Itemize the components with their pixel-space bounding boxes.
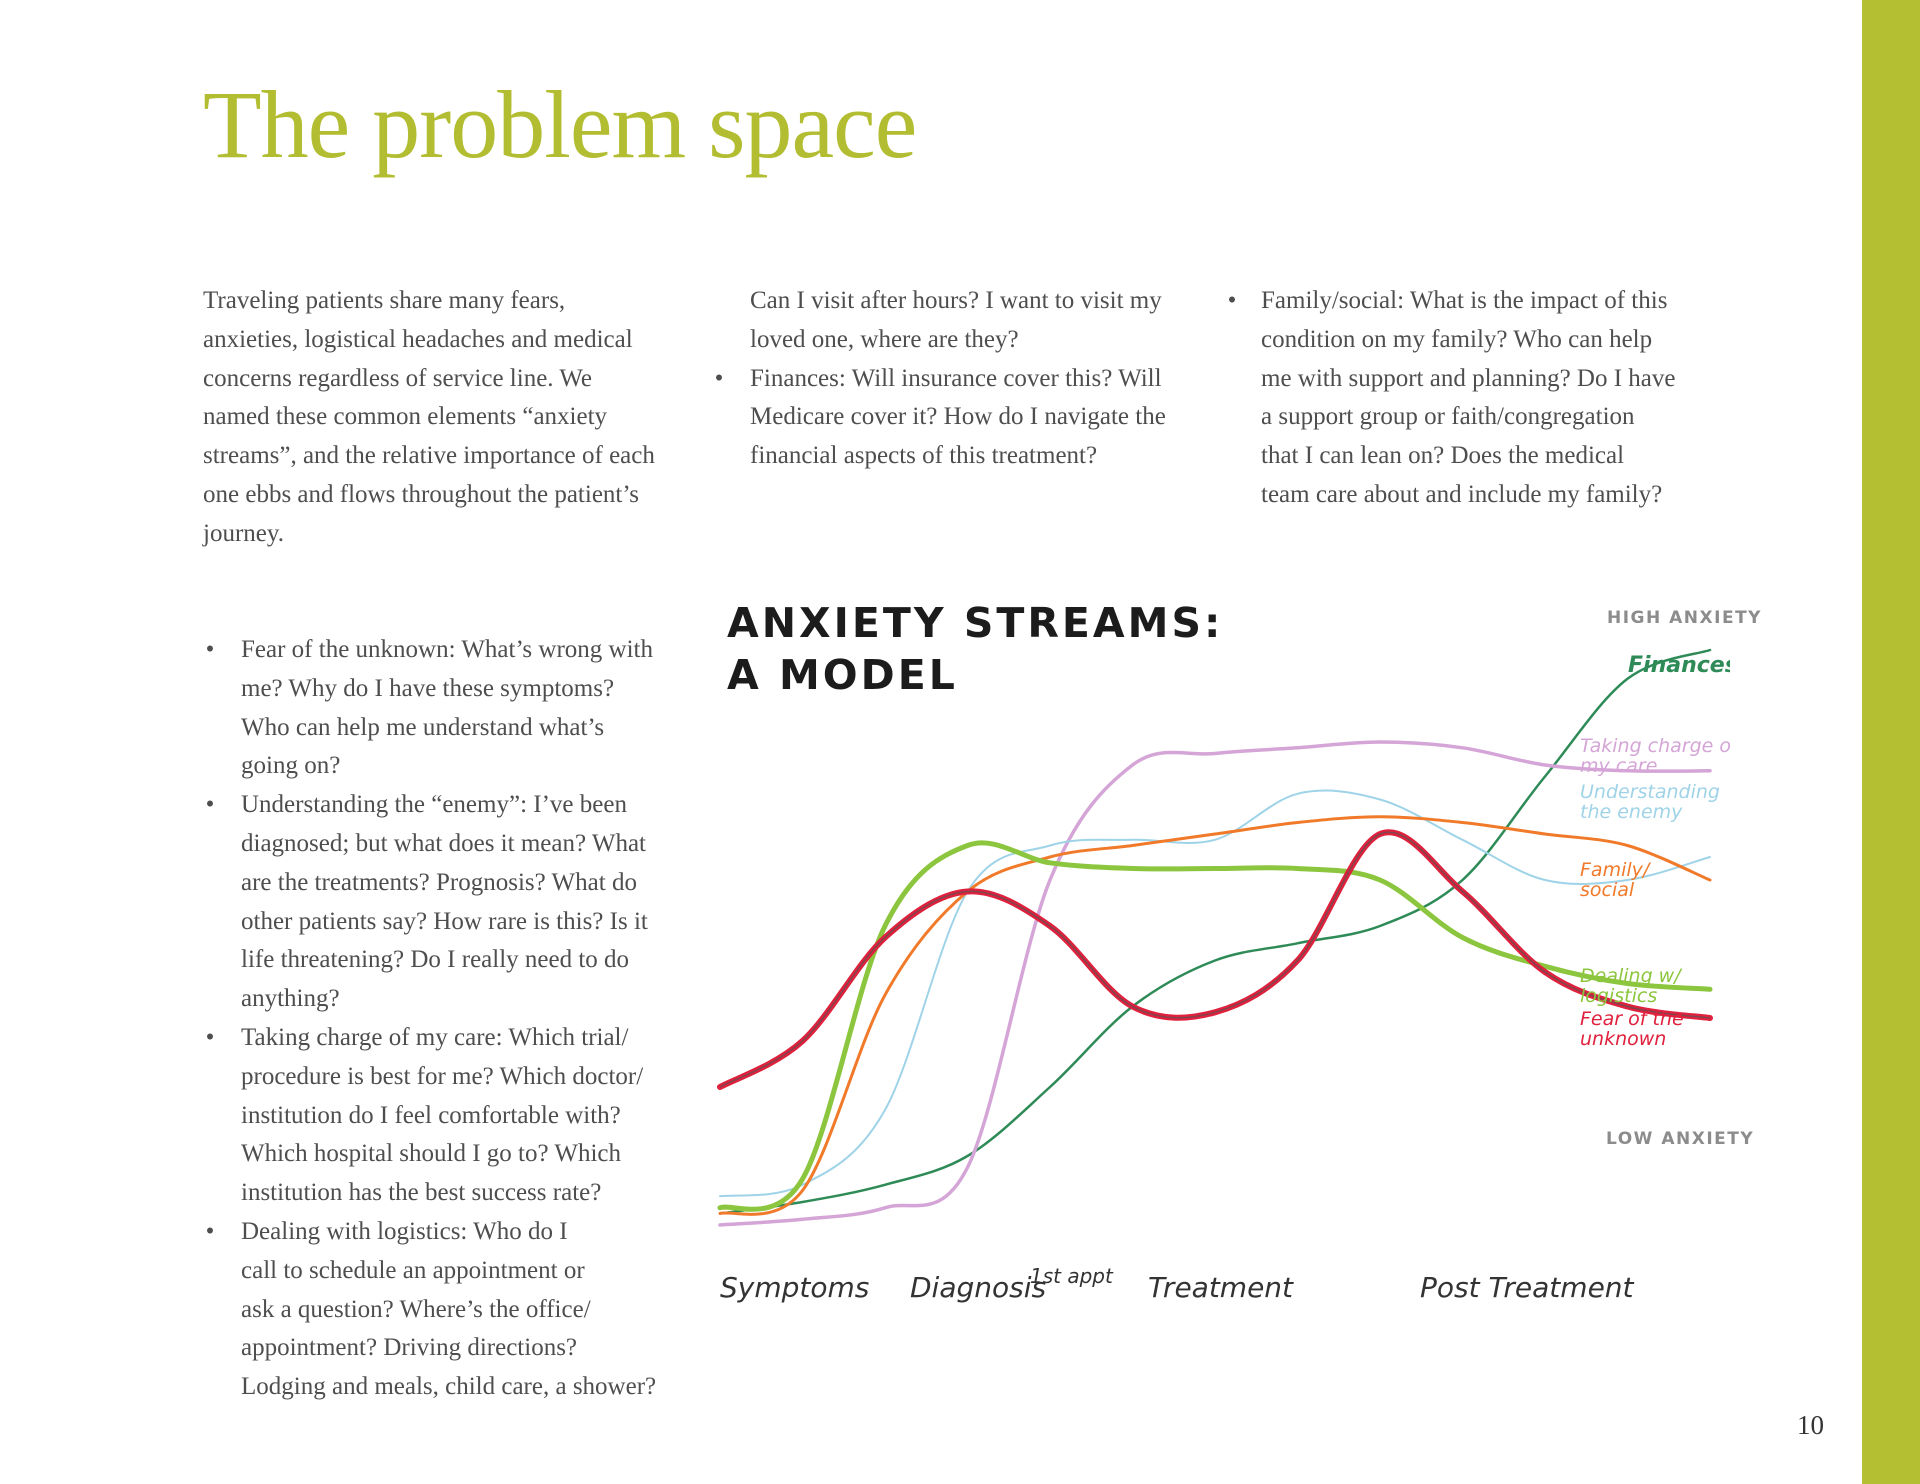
series-line-understanding-the-enemy (719, 789, 1711, 1198)
series-line-dealing-w-logistics (717, 840, 1713, 1212)
list-item-understanding-enemy: • Understanding the “enemy”: I’ve been di… (203, 786, 693, 1019)
bullet-marker: • (714, 364, 724, 392)
bullet-marker: • (1227, 287, 1237, 314)
series-line-finances (718, 648, 1712, 1215)
continued-text: Can I visit after hours? I want to visit… (750, 287, 1162, 353)
accent-side-bar (1862, 0, 1920, 1484)
intro-paragraph: Traveling patients share many fears, anx… (203, 287, 655, 547)
series-lines (717, 648, 1713, 1227)
low-anxiety-label: LOW ANXIETY (1606, 1129, 1755, 1149)
series-labels: Finances Taking charge of my careUnderstan… (1580, 653, 1730, 1050)
list-item-fear-unknown: • Fear of the unknown: What’s wrong with… (203, 631, 693, 786)
list-item-finances: • Finances: Will insurance cover this? W… (712, 360, 1210, 476)
series-label: Finances (1628, 653, 1730, 678)
series-line-family-social (718, 815, 1712, 1216)
series-label: Taking charge of my care (1580, 735, 1730, 777)
x-tick-label: Symptoms (720, 1271, 869, 1304)
left-bullet-list: • Fear of the unknown: What’s wrong with… (203, 631, 693, 1407)
bullet-marker: • (205, 791, 215, 819)
anxiety-streams-chart: Finances Taking charge of my careUnderstan… (717, 648, 1730, 1304)
high-anxiety-label: HIGH ANXIETY (1607, 608, 1762, 628)
middle-column: Can I visit after hours? I want to visit… (715, 282, 1210, 476)
list-item-family-social: • Family/social: What is the impact of t… (1225, 282, 1715, 515)
series-label: Family/social (1580, 859, 1652, 901)
x-tick-label: 1st appt (1030, 1264, 1114, 1288)
chart-title: ANXIETY STREAMS: A MODEL (727, 599, 1224, 699)
series-label: Understanding the enemy (1580, 781, 1720, 823)
bullet-marker: • (205, 636, 215, 663)
x-tick-label: Treatment (1148, 1271, 1294, 1304)
bullet-marker: • (205, 1217, 215, 1245)
page-number: 10 (1797, 1410, 1824, 1440)
bullet-marker: • (205, 1023, 215, 1051)
series-label: Dealing w/logistics (1580, 965, 1683, 1007)
series-label: Fear of the unknown (1580, 1008, 1684, 1050)
x-tick-label: Diagnosis (910, 1271, 1046, 1304)
series-line-taking-charge-of-my-care (718, 740, 1712, 1227)
intro-column: Traveling patients share many fears, anx… (203, 282, 693, 554)
list-item-taking-charge: • Taking charge of my care: Which trial/… (203, 1019, 693, 1213)
series-line-fear-outline (719, 831, 1711, 1088)
page-title: The problem space (203, 71, 917, 178)
right-column: • Family/social: What is the impact of t… (1225, 282, 1715, 515)
x-tick-label: Post Treatment (1420, 1271, 1635, 1304)
